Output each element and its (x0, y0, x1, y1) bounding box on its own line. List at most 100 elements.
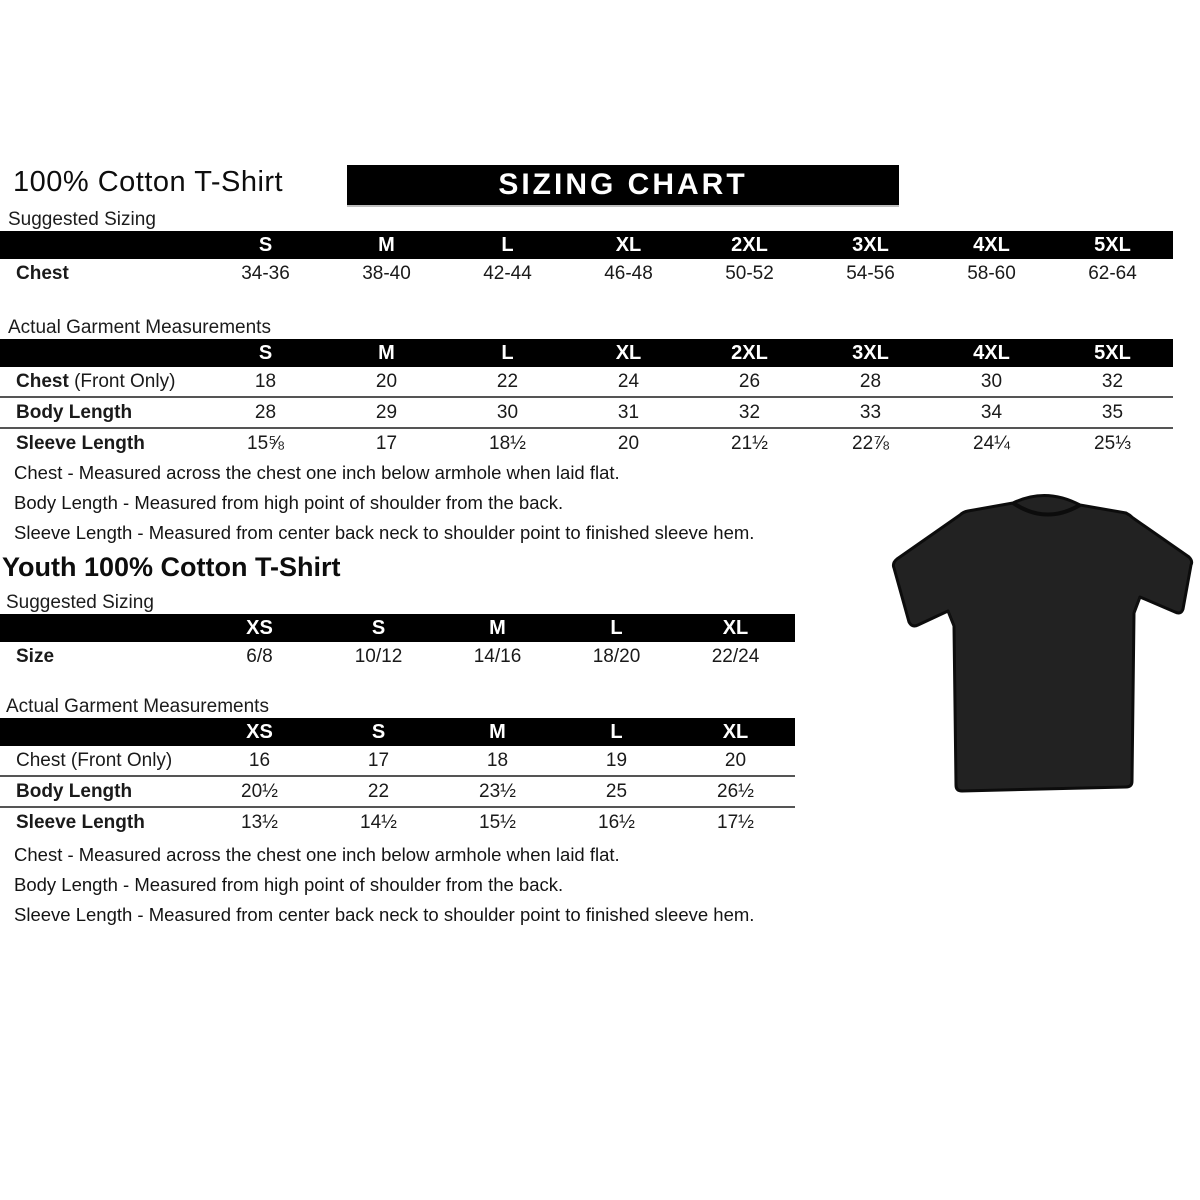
sizing-chart-banner-label: SIZING CHART (498, 168, 748, 201)
adult-suggested-sizing-label: Suggested Sizing (8, 209, 156, 230)
row-label: Size (16, 645, 55, 667)
youth-actual-measurements-label: Actual Garment Measurements (6, 696, 269, 717)
black-tshirt-illustration (891, 493, 1194, 793)
youth-suggested-sizing-table: XS S M L XL Size 6/8 10/12 14/16 18/20 22/24 (0, 614, 795, 671)
measurement-cell: 15⅝ (247, 432, 284, 454)
row-label: Sleeve Length (16, 432, 145, 454)
row-label: Sleeve Length (16, 811, 145, 833)
table-header-row: XS S M L XL (0, 718, 795, 746)
tshirt-photo (878, 488, 1198, 804)
measurement-cell: 18 (486, 749, 509, 771)
measurement-cell: 35 (1101, 401, 1124, 423)
size-column-header: S (258, 341, 273, 364)
size-column-header: L (501, 233, 514, 256)
size-column-header: XS (246, 720, 273, 743)
measurement-cell: 25⅓ (1094, 432, 1131, 454)
table-header-row: S M L XL 2XL 3XL 4XL 5XL (0, 339, 1173, 367)
row-label: Body Length (16, 401, 133, 423)
size-column-header: S (371, 720, 386, 743)
table-row: Body Length 28 29 30 31 32 33 34 35 (0, 396, 1173, 427)
size-column-header: 4XL (973, 341, 1010, 364)
size-column-header: XL (615, 233, 642, 256)
measurement-cell: 22⅞ (852, 432, 889, 454)
measurement-cell: 26 (738, 370, 761, 392)
adult-suggested-sizing-table: S M L XL 2XL 3XL 4XL 5XL Chest 34-36 38-40 42-44 46-… (0, 231, 1173, 288)
size-column-header: S (258, 233, 273, 256)
adult-measurement-notes: Chest - Measured across the chest one in… (14, 458, 754, 548)
note-line: Chest - Measured across the chest one in… (14, 844, 620, 865)
measurement-cell: 25 (605, 780, 628, 802)
measurement-cell: 34-36 (241, 262, 290, 284)
youth-measurement-notes: Chest - Measured across the chest one in… (14, 840, 754, 930)
measurement-cell: 42-44 (483, 262, 532, 284)
measurement-cell: 10/12 (354, 645, 403, 667)
measurement-cell: 14/16 (473, 645, 522, 667)
measurement-cell: 28 (254, 401, 277, 423)
size-column-header: M (489, 616, 506, 639)
measurement-cell: 20½ (241, 780, 278, 802)
size-column-header: 4XL (973, 233, 1010, 256)
measurement-cell: 33 (859, 401, 882, 423)
size-column-header: L (610, 720, 623, 743)
row-label: Body Length (16, 780, 133, 802)
size-column-header: 2XL (731, 341, 768, 364)
measurement-cell: 16½ (598, 811, 635, 833)
measurement-cell: 6/8 (246, 645, 273, 667)
measurement-cell: 22 (496, 370, 519, 392)
size-column-header: M (489, 720, 506, 743)
note-line: Chest - Measured across the chest one in… (14, 462, 620, 483)
measurement-cell: 17 (375, 432, 398, 454)
size-column-header: XL (615, 341, 642, 364)
measurement-cell: 38-40 (362, 262, 411, 284)
measurement-cell: 18/20 (592, 645, 641, 667)
measurement-cell: 54-56 (846, 262, 895, 284)
table-row: Chest 34-36 38-40 42-44 46-48 50-52 54-56 58-60… (0, 259, 1173, 288)
row-label: Chest (Front Only) (16, 749, 173, 771)
measurement-cell: 21½ (731, 432, 768, 454)
measurement-cell: 32 (1101, 370, 1124, 392)
measurement-cell: 26½ (717, 780, 754, 802)
note-line: Body Length - Measured from high point o… (14, 492, 564, 513)
measurement-cell: 24¼ (973, 432, 1010, 454)
measurement-cell: 58-60 (967, 262, 1016, 284)
sizing-chart-banner: SIZING CHART (347, 165, 899, 205)
measurement-cell: 46-48 (604, 262, 653, 284)
table-row: Sleeve Length 15⅝ 17 18½ 20 21½ 22⅞ 24¼ 25⅓ (0, 427, 1173, 458)
page-title: 100% Cotton T-Shirt (13, 166, 284, 198)
note-line: Body Length - Measured from high point o… (14, 874, 564, 895)
row-label: Chest (Front Only) (16, 370, 176, 392)
measurement-cell: 17½ (717, 811, 754, 833)
table-header-row: S M L XL 2XL 3XL 4XL 5XL (0, 231, 1173, 259)
measurement-cell: 29 (375, 401, 398, 423)
measurement-cell: 22 (367, 780, 390, 802)
size-column-header: M (378, 233, 395, 256)
measurement-cell: 62-64 (1088, 262, 1137, 284)
measurement-cell: 32 (738, 401, 761, 423)
youth-section-title: Youth 100% Cotton T-Shirt (2, 552, 341, 582)
adult-actual-measurements-table: S M L XL 2XL 3XL 4XL 5XL Chest (Front Only) 18 20 2… (0, 339, 1173, 458)
table-row: Chest (Front Only) 18 20 22 24 26 28 30 32 (0, 367, 1173, 396)
measurement-cell: 28 (859, 370, 882, 392)
size-column-header: L (610, 616, 623, 639)
measurement-cell: 14½ (360, 811, 397, 833)
measurement-cell: 17 (367, 749, 390, 771)
size-column-header: 5XL (1094, 341, 1131, 364)
measurement-cell: 30 (496, 401, 519, 423)
size-column-header: 2XL (731, 233, 768, 256)
size-column-header: S (371, 616, 386, 639)
measurement-cell: 13½ (241, 811, 278, 833)
measurement-cell: 30 (980, 370, 1003, 392)
measurement-cell: 23½ (479, 780, 516, 802)
table-row: Chest (Front Only) 16 17 18 19 20 (0, 746, 795, 775)
measurement-cell: 50-52 (725, 262, 774, 284)
youth-suggested-sizing-label: Suggested Sizing (6, 592, 154, 613)
measurement-cell: 20 (375, 370, 398, 392)
measurement-cell: 31 (617, 401, 640, 423)
note-line: Sleeve Length - Measured from center bac… (14, 522, 755, 543)
note-line: Sleeve Length - Measured from center bac… (14, 904, 755, 925)
size-column-header: 5XL (1094, 233, 1131, 256)
size-column-header: 3XL (852, 341, 889, 364)
table-header-row: XS S M L XL (0, 614, 795, 642)
measurement-cell: 20 (724, 749, 747, 771)
measurement-cell: 34 (980, 401, 1003, 423)
